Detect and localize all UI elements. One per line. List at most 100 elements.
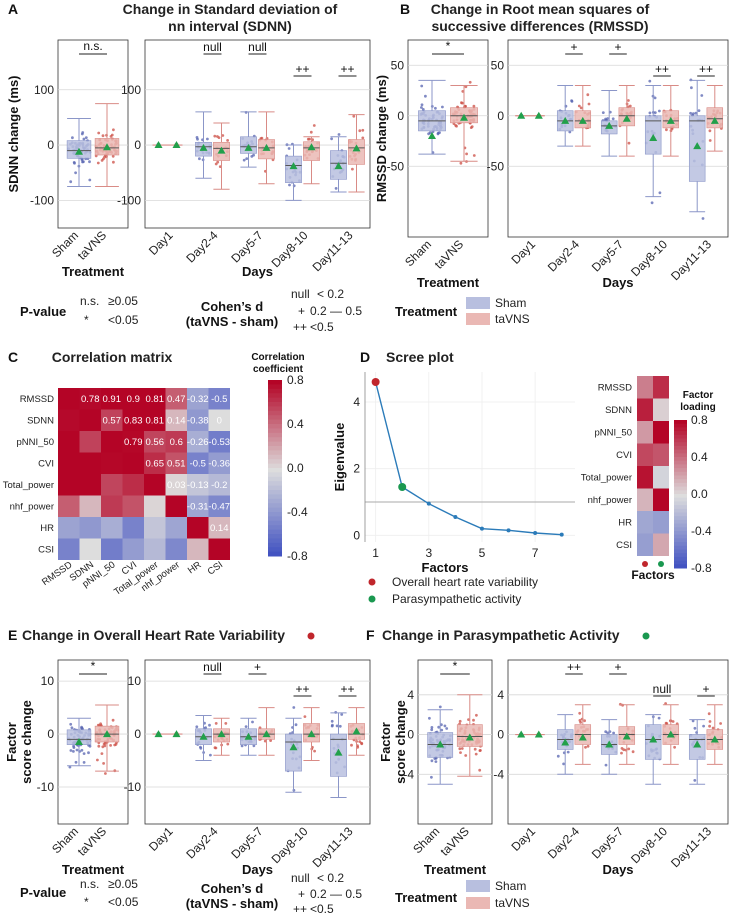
- tavns-Day11-13-point: [719, 722, 722, 725]
- loading-cell: [653, 511, 669, 534]
- correlation-value: 0.14: [167, 415, 186, 426]
- y-tick-label: 4: [353, 395, 360, 409]
- row-label: CSI: [38, 544, 54, 555]
- loading-colorbar-tick: -0.8: [691, 561, 712, 575]
- loading-cell: [653, 376, 669, 399]
- colorbar-segment: [268, 520, 282, 526]
- colorbar-segment: [268, 424, 282, 429]
- correlation-value: 0.51: [167, 458, 186, 469]
- sham-treatment-point: [81, 727, 84, 731]
- treatment-y-tick-label: 0: [407, 728, 414, 742]
- tavns-Day2-4-point: [586, 744, 590, 748]
- tavns-treatment-point: [478, 768, 482, 772]
- sham-Day11-13-mean-marker: [334, 162, 343, 170]
- eigenvalue-point: [533, 531, 538, 535]
- sham-Day2-4-point: [196, 137, 199, 141]
- sham-treatment-mean-marker: [75, 738, 83, 745]
- sham-Day8-10-mean-marker: [649, 133, 658, 141]
- colorbar-segment: [268, 415, 282, 421]
- sham-treatment-point: [88, 744, 92, 748]
- sham-Day8-10-box: [285, 733, 302, 772]
- tavns-Day8-10-point: [313, 749, 316, 753]
- tavns-treatment-point: [458, 747, 462, 751]
- days-y-tick-label: 10: [128, 674, 142, 688]
- y-axis-label: SDNN change (ms): [6, 75, 21, 192]
- correlation-cell: [79, 495, 101, 517]
- days-x-tick-label: Day8-10: [269, 824, 311, 866]
- sham-Day11-13-point: [331, 723, 334, 727]
- cohen-legend-title-2b: (taVNS - sham): [186, 896, 278, 911]
- tavns-treatment-point: [458, 719, 462, 723]
- loading-colorbar-segment: [674, 482, 687, 488]
- sham-Day5-7-point: [250, 155, 254, 158]
- days-x-tick-label: Day2-4: [545, 237, 582, 274]
- x-tick-label: 3: [425, 546, 432, 560]
- panel-letter-a: A: [8, 1, 18, 17]
- sham-Day8-10-point: [292, 706, 296, 709]
- tavns-Day5-7-point: [269, 739, 272, 742]
- tavns-Day8-10-point: [309, 130, 313, 134]
- legend-label: Parasympathetic activity: [392, 592, 521, 606]
- loading-cell: [637, 398, 653, 421]
- loading-row-label: pNNI_50: [595, 427, 633, 438]
- cohen-plusplus-value: <0.5: [310, 320, 334, 334]
- colorbar-segment: [268, 525, 282, 531]
- colorbar-segment: [268, 498, 282, 504]
- loading-cell: [653, 421, 669, 444]
- sham-treatment-point: [84, 136, 88, 140]
- sham-Day5-7-point: [606, 117, 610, 120]
- loading-row-label: nhf_power: [588, 495, 632, 506]
- loading-cell: [637, 488, 653, 511]
- loading-colorbar-segment: [674, 501, 687, 506]
- loading-colorbar-segment: [674, 460, 687, 465]
- sham-Day5-7-point: [604, 763, 608, 767]
- colorbar-segment: [268, 380, 282, 385]
- sham-treatment-point: [421, 108, 425, 111]
- sham-treatment-point: [74, 760, 78, 764]
- correlation-value: 0.83: [124, 415, 143, 426]
- sham-Day5-7-point: [604, 730, 608, 734]
- tavns-treatment-point: [472, 154, 476, 157]
- sham-treatment-point: [69, 749, 73, 752]
- sham-Day5-7-mean-marker: [244, 143, 253, 151]
- correlation-cell: [122, 474, 144, 496]
- cohen-null-value-2: < 0.2: [317, 871, 344, 885]
- days-y-tick-label: 0: [497, 728, 504, 742]
- eigenvalue-point: [479, 526, 484, 531]
- legend-tavns-label: taVNS: [495, 312, 530, 326]
- significance-label: *: [453, 659, 458, 673]
- tavns-Day11-13-point: [351, 167, 354, 171]
- correlation-value: -0.26: [187, 437, 209, 448]
- tavns-treatment-point: [460, 101, 464, 105]
- significance-label: n.s.: [83, 39, 102, 53]
- colorbar-segment: [268, 490, 282, 495]
- sham-Day2-4-point: [209, 753, 212, 757]
- tavns-Day2-4-point: [586, 93, 590, 97]
- tavns-treatment-point: [112, 128, 115, 132]
- colorbar-segment: [268, 481, 282, 487]
- correlation-value: 0.6: [170, 437, 183, 448]
- tavns-treatment-point: [97, 131, 101, 135]
- x-tick-label: 1: [372, 546, 379, 560]
- sham-Day8-10-point: [653, 111, 657, 114]
- treatment-y-tick-label: 50: [391, 58, 405, 72]
- days-x-tick-label: Day1: [508, 824, 538, 854]
- days-x-tick-label: Day11-13: [668, 824, 714, 870]
- tavns-Day2-4-point: [213, 134, 217, 138]
- correlation-cell: [101, 495, 123, 517]
- days-y-tick-label: -100: [117, 193, 141, 207]
- tavns-treatment-point: [464, 754, 468, 757]
- loading-colorbar-title: loading: [680, 402, 716, 413]
- days-x-tick-label: Day5-7: [228, 228, 265, 265]
- cohen-null-value: < 0.2: [317, 287, 344, 301]
- significance-label: *: [446, 39, 451, 53]
- colorbar-segment: [268, 507, 282, 513]
- significance-label: +: [702, 682, 709, 696]
- sham-treatment-point: [87, 751, 90, 755]
- sham-Day1-mean-marker: [517, 730, 526, 738]
- colorbar-segment: [268, 503, 282, 509]
- legend-sham-swatch: [466, 297, 490, 309]
- tavns-treatment-point: [479, 749, 482, 752]
- correlation-cell: [122, 538, 144, 560]
